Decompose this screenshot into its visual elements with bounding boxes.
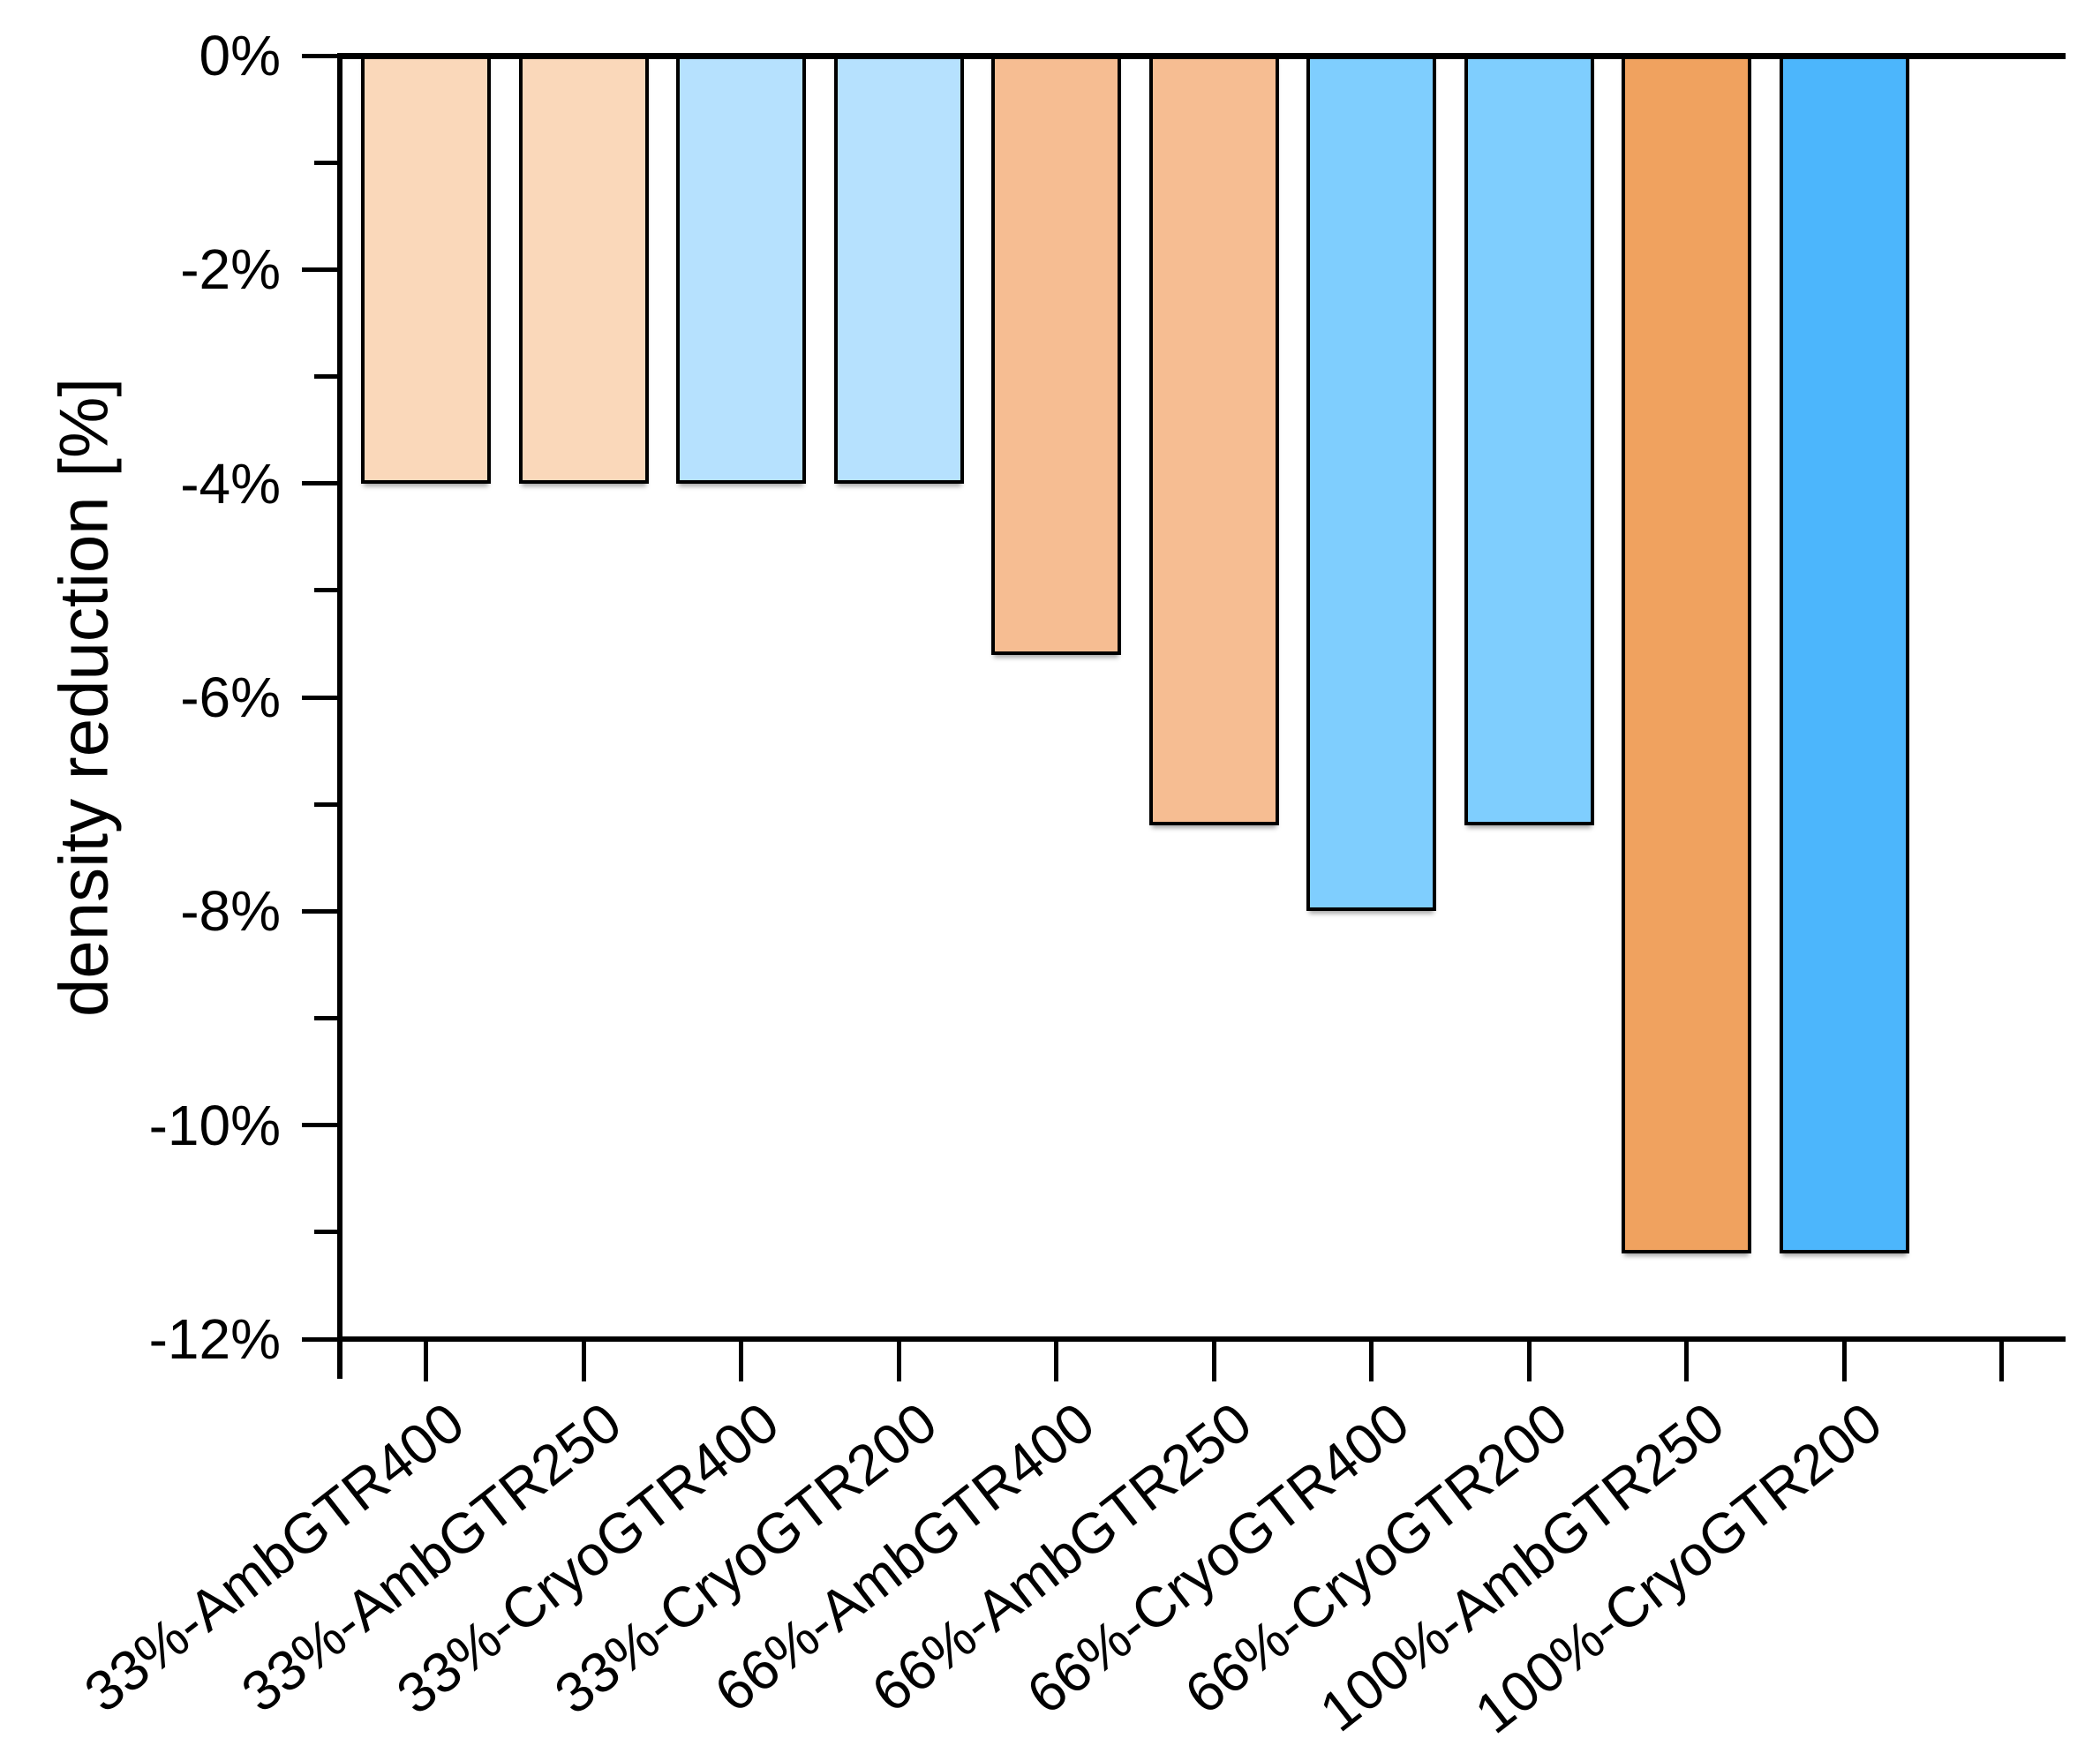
y-tick-label: -10% (148, 1093, 281, 1157)
y-minor-tick (314, 1230, 337, 1235)
x-axis-line (337, 1336, 2066, 1342)
y-major-tick (302, 267, 337, 272)
y-axis-title: density reduction [%] (44, 377, 123, 1018)
y-major-tick (302, 908, 337, 914)
y-major-tick (302, 695, 337, 700)
y-tick-label: -6% (180, 666, 281, 729)
y-minor-tick (314, 374, 337, 379)
y-minor-tick (314, 588, 337, 593)
bar-66%-CryoGTR200 (1464, 56, 1594, 826)
y-major-tick (302, 1123, 337, 1128)
x-tick (1841, 1339, 1847, 1381)
y-tick-label: 0% (199, 24, 282, 87)
y-minor-tick (314, 1016, 337, 1020)
x-tick (1684, 1339, 1689, 1381)
bar-100%-AmbGTR250 (1622, 56, 1751, 1254)
y-minor-tick (314, 160, 337, 165)
y-tick-label: -12% (148, 1307, 281, 1371)
bar-33%-CryoGTR400 (676, 56, 806, 484)
x-tick (739, 1339, 743, 1381)
bar-66%-AmbGTR250 (1148, 56, 1279, 826)
x-tick (1369, 1339, 1374, 1381)
plot-area: 0% -2% -4% -6% -8% -10% -12% 33%-AmbGTR400 33%-… (72, 27, 2066, 1746)
bar-66%-AmbGTR400 (991, 56, 1121, 655)
bar-66%-CryoGTR400 (1306, 56, 1436, 912)
bar-100%-CryoGTR200 (1779, 56, 1909, 1254)
y-major-tick (302, 53, 337, 58)
x-tick (1211, 1339, 1216, 1381)
y-minor-tick (314, 802, 337, 807)
x-tick (581, 1339, 586, 1381)
y-axis-line (337, 53, 342, 1379)
x-tick (1054, 1339, 1058, 1381)
y-tick-label: -8% (180, 879, 281, 944)
bar-33%-CryoGTR200 (833, 56, 964, 484)
bar-33%-AmbGTR400 (361, 56, 491, 484)
y-major-tick (302, 1336, 337, 1342)
bar-33%-AmbGTR250 (518, 56, 649, 484)
x-tick (424, 1339, 428, 1381)
y-tick-label: -2% (180, 237, 281, 302)
x-tick (1999, 1339, 2004, 1381)
x-tick (1526, 1339, 1532, 1381)
y-major-tick (302, 481, 337, 486)
x-tick (896, 1339, 901, 1381)
y-tick-label: -4% (180, 451, 281, 516)
zero-baseline (340, 53, 2066, 59)
